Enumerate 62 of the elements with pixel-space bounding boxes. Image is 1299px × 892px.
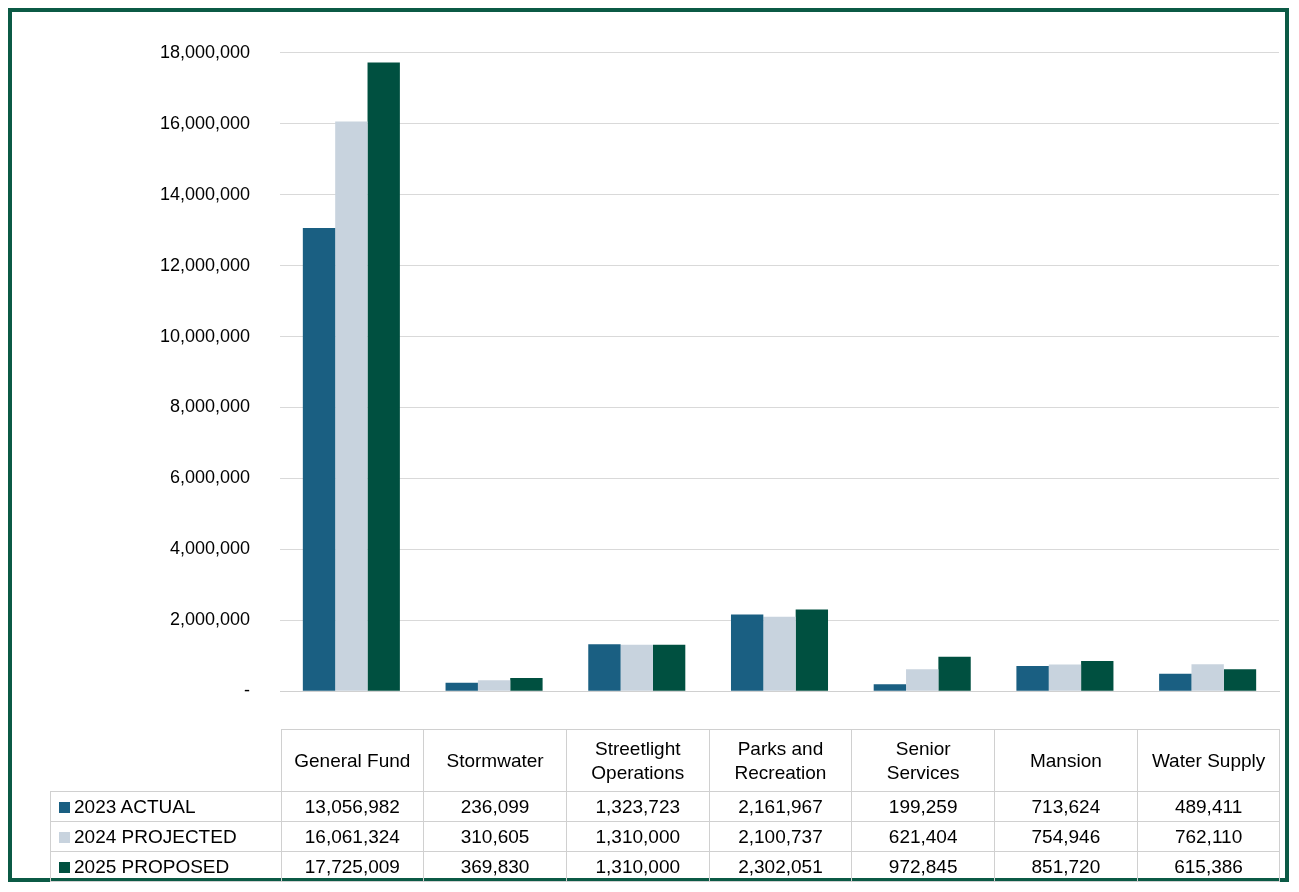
bar [1081,660,1114,691]
x-tick-label: Mansion [994,729,1138,792]
data-label: 713,624 [994,791,1138,822]
bar [873,684,907,691]
x-tick-label: Senior Services [851,729,995,792]
y-tick-label: - [244,680,250,701]
data-label: 754,946 [994,821,1138,852]
y-tick-label: 16,000,000 [159,112,250,133]
data-label: 2,302,051 [709,851,852,882]
data-label: 13,056,982 [281,791,424,822]
bar [1159,673,1192,691]
bar [906,669,939,691]
bar [1016,665,1049,691]
data-label: 1,310,000 [566,821,710,852]
data-label: 2,161,967 [709,791,852,822]
y-tick-label: 2,000,000 [169,609,250,630]
bar [1048,664,1082,691]
bar [445,682,478,691]
y-tick-label: 4,000,000 [169,538,250,559]
x-tick-label: Water Supply [1137,729,1280,792]
bar [510,678,543,691]
bar [763,616,796,691]
data-label: 621,404 [851,821,995,852]
bar [730,614,764,691]
bar [938,656,971,691]
y-tick-label: 10,000,000 [159,325,250,346]
bar [795,609,829,691]
x-tick-label: Streetlight Operations [566,729,710,792]
bar [620,644,653,691]
bar [1223,669,1257,691]
bar [1191,664,1224,691]
data-label: 16,061,324 [281,821,424,852]
data-label: 762,110 [1137,821,1280,852]
data-label: 236,099 [423,791,567,822]
legend-label: 2024 PROJECTED [74,825,237,847]
legend-label: 2025 PROPOSED [74,855,230,877]
bar [652,644,686,691]
x-tick-label: Stormwater [423,729,567,792]
y-tick-label: 6,000,000 [169,467,250,488]
data-label: 615,386 [1137,851,1280,882]
bar [588,644,621,691]
data-label: 2,100,737 [709,821,852,852]
legend-label: 2023 ACTUAL [74,795,196,817]
data-label: 199,259 [851,791,995,822]
data-label: 1,323,723 [566,791,710,822]
x-tick-label: General Fund [281,729,424,792]
bar [302,228,336,691]
x-tick-label: Parks and Recreation [709,729,852,792]
y-tick-label: 14,000,000 [159,183,250,204]
data-label: 972,845 [851,851,995,882]
data-label: 17,725,009 [281,851,424,882]
bar [477,680,511,691]
bar [335,121,368,691]
bar [367,62,400,691]
data-label: 369,830 [423,851,567,882]
data-label: 489,411 [1137,791,1280,822]
data-label: 851,720 [994,851,1138,882]
data-label: 310,605 [423,821,567,852]
y-tick-label: 18,000,000 [159,41,250,62]
y-tick-label: 12,000,000 [159,254,250,275]
data-label: 1,310,000 [566,851,710,882]
y-tick-label: 8,000,000 [169,396,250,417]
